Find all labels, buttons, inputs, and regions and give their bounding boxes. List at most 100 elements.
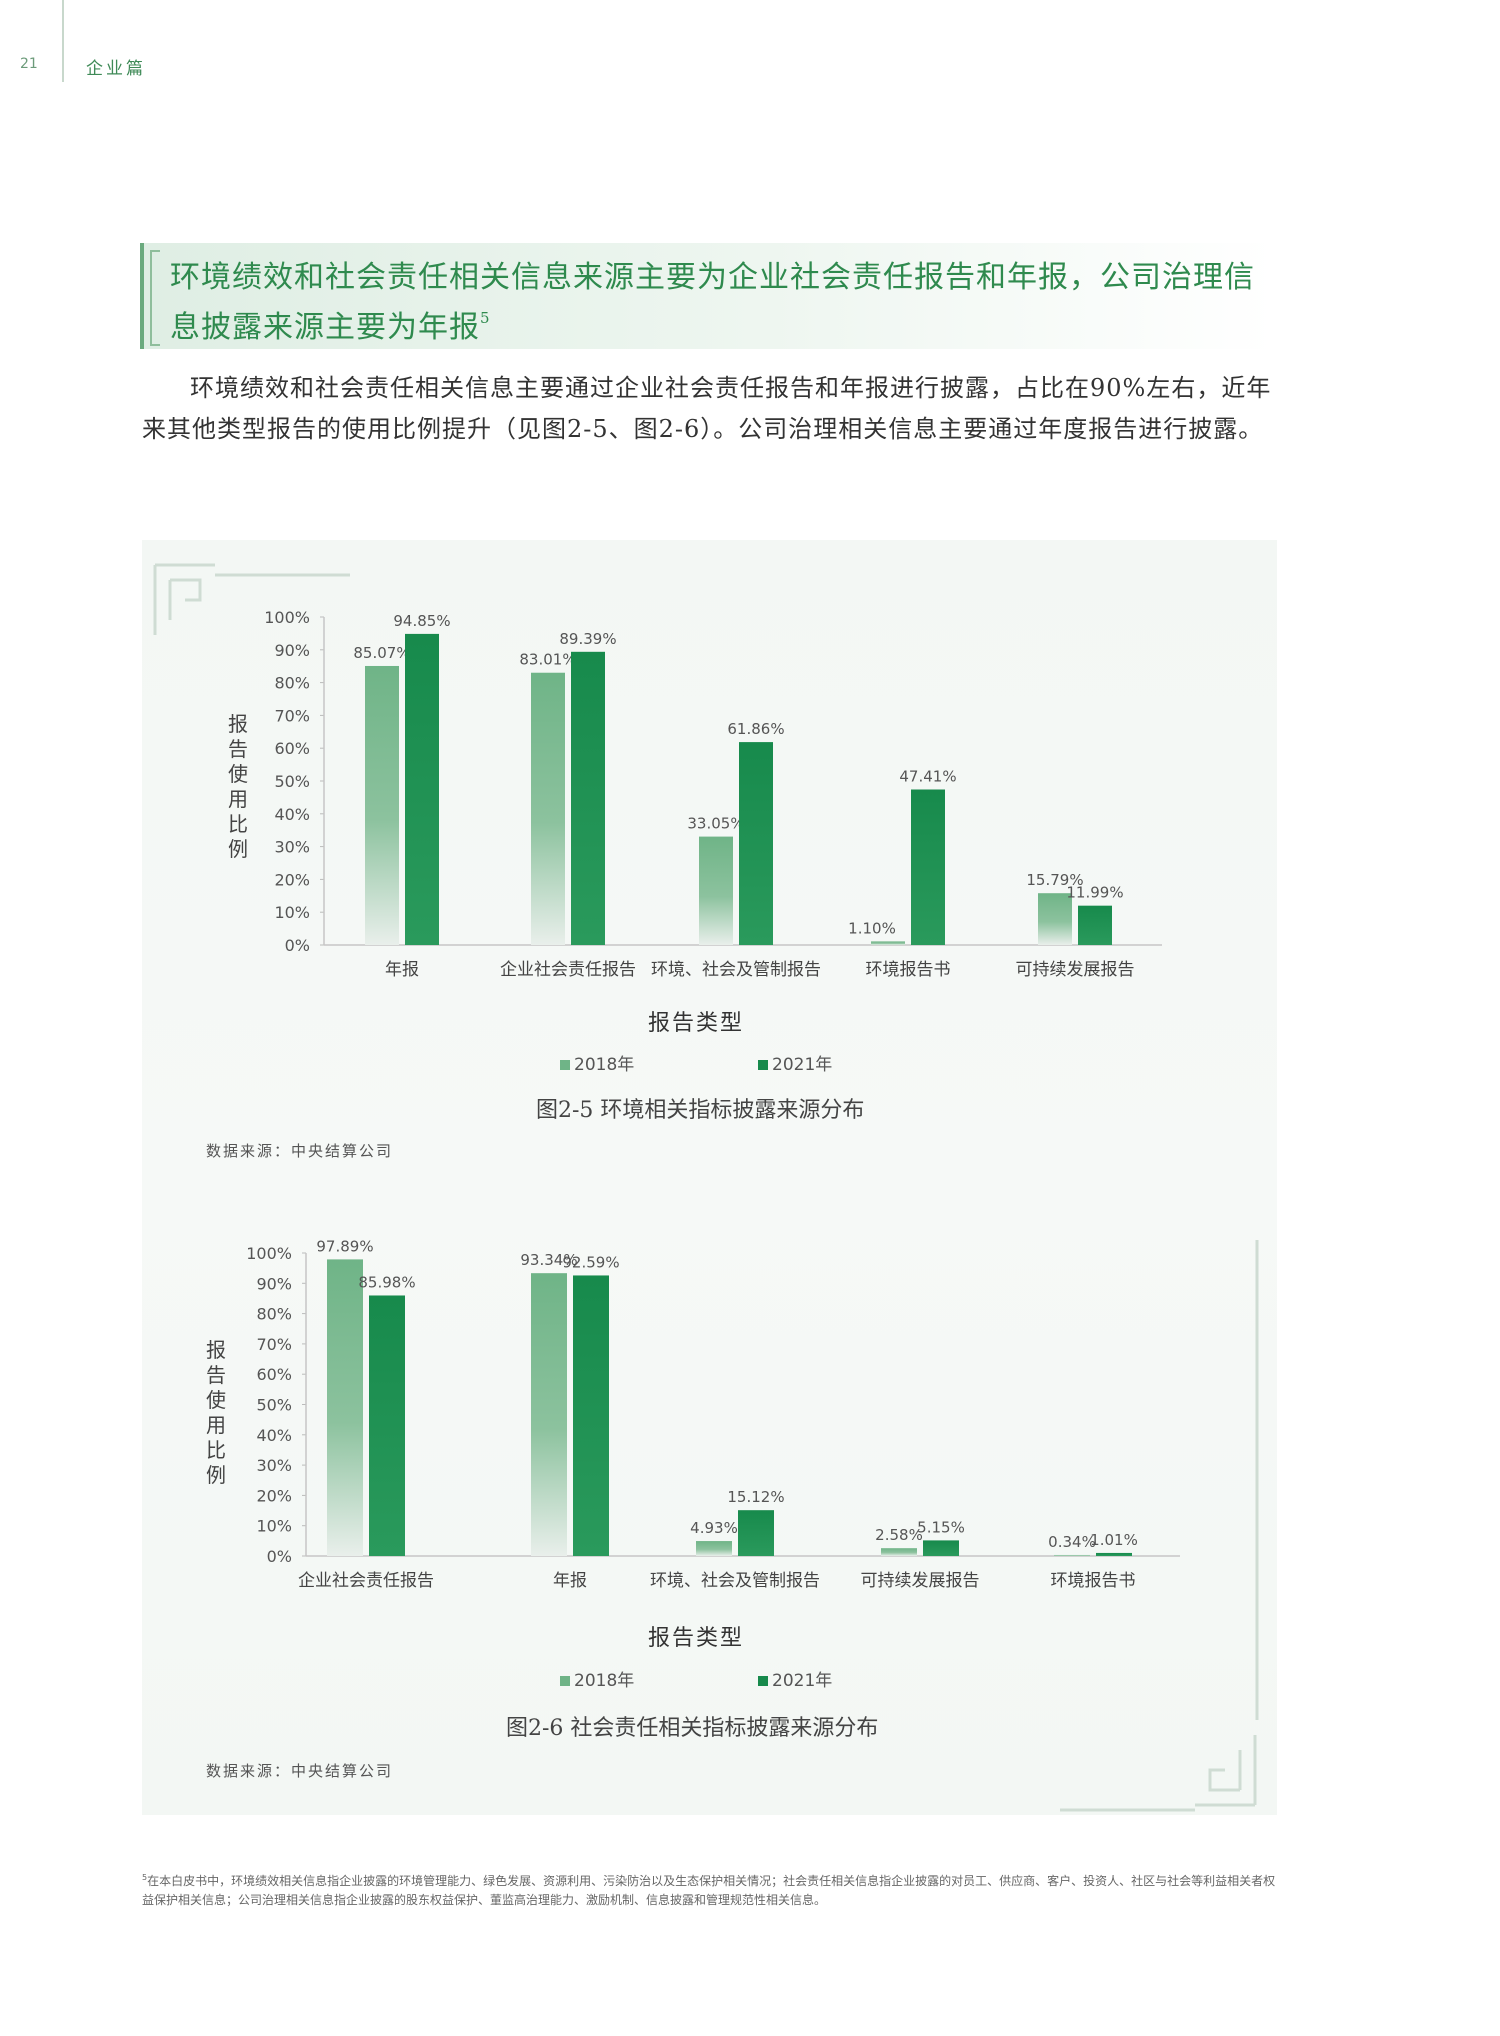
chart2-data-label-2018: 2.58%: [875, 1526, 923, 1544]
footnote: 5在本白皮书中，环境绩效相关信息指企业披露的环境管理能力、绿色发展、资源利用、污…: [142, 1868, 1282, 1910]
chart1-ytick-label: 30%: [274, 838, 310, 857]
chart1-legend-2018-label: 2018年: [574, 1055, 635, 1075]
chart2-bar-2021: [369, 1295, 405, 1556]
chart1-ytick-label: 70%: [274, 706, 310, 725]
chart1-category-label: 年报: [385, 960, 419, 980]
chart2-ytick-label: 80%: [256, 1305, 292, 1324]
chart1-ytick-label: 10%: [274, 903, 310, 922]
chart2-ytick-label: 20%: [256, 1486, 292, 1505]
chart2-category-label: 年报: [553, 1571, 587, 1591]
chart1-bar-2018: [531, 672, 565, 945]
heading-footnote-mark: 5: [480, 309, 491, 327]
chart1-bar-2021: [405, 633, 439, 945]
chart2-ytick-label: 30%: [256, 1456, 292, 1475]
chart1-category-label: 环境、社会及管制报告: [651, 960, 821, 980]
chart2-bar-2018: [327, 1259, 363, 1556]
chart1-bar-2021: [739, 742, 773, 945]
chart2-ytick-label: 90%: [256, 1274, 292, 1293]
page-number: 21: [20, 56, 38, 72]
chart1-ytick-label: 100%: [264, 608, 310, 627]
chart2-bar-2021: [923, 1540, 959, 1556]
chart1-legend-2021-swatch: [758, 1060, 768, 1070]
chart1-ytick-label: 80%: [274, 674, 310, 693]
chart1-bar-2018: [365, 665, 399, 945]
chart1-ytick-label: 40%: [274, 805, 310, 824]
chart1-data-label-2018: 85.07%: [353, 644, 410, 662]
chart1-title: 图2-5 环境相关指标披露来源分布: [536, 1098, 865, 1123]
chart2-xlabel: 报告类型: [648, 1626, 745, 1651]
chart2-data-label-2021: 92.59%: [562, 1253, 619, 1271]
chart1-bar-2021: [911, 789, 945, 945]
chart1-data-label-2018: 1.10%: [848, 919, 896, 937]
chart2-ytick-label: 10%: [256, 1517, 292, 1536]
section-title: 企业篇: [86, 59, 146, 79]
chart2-data-label-2018: 0.34%: [1048, 1533, 1096, 1551]
chart2-bar-2021: [1096, 1552, 1132, 1556]
chart2-legend-2018: 2018年: [560, 1666, 634, 1691]
corner-ornament-top-left: [153, 563, 350, 635]
chart2-ylabel: 报告使用比例: [206, 1338, 226, 1487]
chart1-xlabel: 报告类型: [648, 1011, 745, 1036]
chart2-bar-2018: [1054, 1554, 1090, 1556]
chart2-data-label-2021: 15.12%: [727, 1488, 784, 1506]
chart2-data-label-2018: 93.34%: [520, 1251, 577, 1269]
chart1-data-label-2021: 89.39%: [559, 630, 616, 648]
chart2-category-label: 可持续发展报告: [861, 1571, 980, 1591]
header-divider: [62, 0, 64, 82]
chart2-category-label: 企业社会责任报告: [298, 1571, 434, 1591]
chart2-data-label-2021: 5.15%: [917, 1518, 965, 1536]
chart1-legend-2018-swatch: [560, 1060, 570, 1070]
chart1-data-label-2018: 83.01%: [519, 651, 576, 669]
chart1-legend-2018: 2018年: [560, 1050, 634, 1075]
chart1-ytick-label: 0%: [285, 936, 310, 955]
chart1-bar-2021: [571, 651, 605, 945]
chart1-data-label-2021: 61.86%: [727, 720, 784, 738]
chart2-bar-2021: [573, 1275, 609, 1556]
chart1-data-label-2021: 94.85%: [393, 612, 450, 630]
chart1-category-label: 可持续发展报告: [1016, 960, 1135, 980]
chart1-ytick-label: 90%: [274, 641, 310, 660]
chart2-legend-2018-swatch: [560, 1676, 570, 1686]
chart-panel: [142, 540, 1277, 1815]
heading-box: [140, 243, 1274, 349]
chart1-ylabel: 报告使用比例: [228, 712, 248, 861]
chart2-bar-2018: [881, 1548, 917, 1556]
section-heading: 环境绩效和社会责任相关信息来源主要为企业社会责任报告和年报，公司治理信息披露来源…: [170, 258, 1270, 348]
chart2-data-label-2018: 4.93%: [690, 1519, 738, 1537]
chart2-legend-2021-swatch: [758, 1676, 768, 1686]
chart2-data-label-2021: 85.98%: [358, 1273, 415, 1291]
chart1-bar-2018: [871, 941, 905, 945]
chart2-legend-2018-label: 2018年: [574, 1671, 635, 1691]
footnote-mark: 5: [142, 1873, 148, 1882]
heading-ornament: [150, 250, 160, 346]
chart1-source: 数据来源：中央结算公司: [206, 1142, 394, 1160]
chart2-category-label: 环境、社会及管制报告: [650, 1571, 820, 1591]
chart1-legend-2021-label: 2021年: [772, 1055, 833, 1075]
chart2-ytick-label: 0%: [267, 1547, 292, 1566]
chart2-title: 图2-6 社会责任相关指标披露来源分布: [506, 1716, 879, 1741]
chart1-data-label-2021: 47.41%: [899, 767, 956, 785]
chart1-ytick-label: 20%: [274, 870, 310, 889]
chart2-source: 数据来源：中央结算公司: [206, 1762, 394, 1780]
chart1-category-label: 企业社会责任报告: [500, 960, 636, 980]
chart1-bar-2018: [1038, 893, 1072, 945]
chart2-ytick-label: 40%: [256, 1426, 292, 1445]
chart1-bar-2018: [699, 836, 733, 945]
chart1-bar-2021: [1078, 905, 1112, 945]
chart2-bar-2018: [531, 1273, 567, 1556]
chart2-legend-2021-label: 2021年: [772, 1671, 833, 1691]
body-paragraph: 环境绩效和社会责任相关信息主要通过企业社会责任报告和年报进行披露，占比在90%左…: [142, 374, 1272, 443]
chart2-ytick-label: 70%: [256, 1335, 292, 1354]
chart1-data-label-2018: 33.05%: [687, 815, 744, 833]
chart1-data-label-2021: 11.99%: [1066, 884, 1123, 902]
chart2-data-label-2018: 97.89%: [316, 1237, 373, 1255]
chart2-ytick-label: 60%: [256, 1365, 292, 1384]
chart1-ytick-label: 60%: [274, 739, 310, 758]
chart1-category-label: 环境报告书: [866, 960, 951, 980]
chart2-bar-2018: [696, 1541, 732, 1556]
chart1-data-label-2018: 15.79%: [1026, 871, 1083, 889]
chart1-legend-2021: 2021年: [758, 1050, 832, 1075]
chart2-legend-2021: 2021年: [758, 1666, 832, 1691]
chart2-ytick-label: 100%: [246, 1244, 292, 1263]
